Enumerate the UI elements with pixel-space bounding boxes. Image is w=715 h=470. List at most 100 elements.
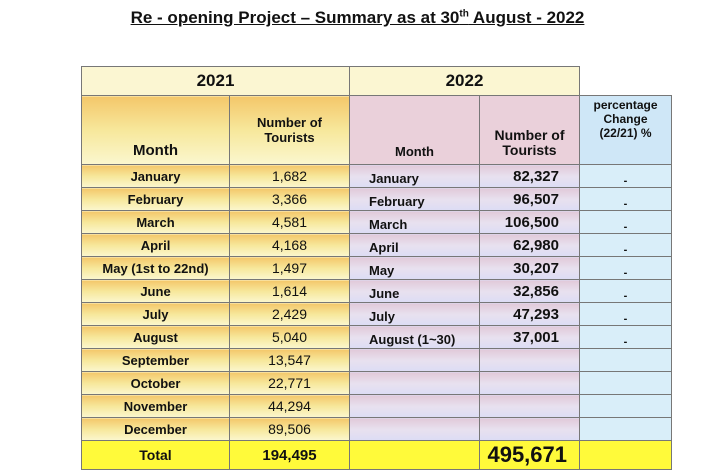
tourists-2021-cell: 5,040 [229, 325, 350, 349]
month-2021-cell: May (1st to 22nd) [81, 256, 230, 280]
table-row: January 1,682 January 82,327- [81, 164, 672, 188]
tourists-2022-cell [479, 371, 580, 395]
table-row: September 13,547 [81, 348, 672, 372]
percentage-change-cell: - [579, 233, 672, 257]
tourists-2021-header: Number of Tourists [229, 95, 350, 165]
tourists-2022-cell: 62,980 [479, 233, 580, 257]
tourists-2022-cell: 96,507 [479, 187, 580, 211]
table-row: August 5,040 August (1~30) 37,001- [81, 325, 672, 349]
month-2022-cell: January [349, 164, 480, 188]
tourists-2021-cell: 3,366 [229, 187, 350, 211]
tourists-2021-cell: 1,614 [229, 279, 350, 303]
table-row: February 3,366 February 96,507- [81, 187, 672, 211]
month-2021-cell: January [81, 164, 230, 188]
month-2021-cell: March [81, 210, 230, 234]
percentage-change-cell [579, 371, 672, 395]
total-label: Total [81, 440, 230, 470]
table-row: October 22,771 [81, 371, 672, 395]
percentage-change-cell [579, 417, 672, 441]
tourists-2021-cell: 4,168 [229, 233, 350, 257]
tourists-2021-cell: 4,581 [229, 210, 350, 234]
year-2022-header: 2022 [349, 66, 580, 96]
tourists-2021-cell: 22,771 [229, 371, 350, 395]
total-2022-blank [349, 440, 480, 470]
summary-table-wrapper: 2021 2022 Month Number of Tourists Month … [81, 66, 672, 470]
title-superscript: th [459, 8, 469, 20]
tourists-2022-header-line1: Number of [494, 127, 565, 143]
table-row: July 2,429 July 47,293- [81, 302, 672, 326]
tourists-2021-cell: 1,497 [229, 256, 350, 280]
month-2021-cell: September [81, 348, 230, 372]
title-tail: August - 2022 [468, 8, 585, 27]
tourists-2021-cell: 1,682 [229, 164, 350, 188]
tourists-2022-cell: 106,500 [479, 210, 580, 234]
month-2022-cell [349, 371, 480, 395]
tourists-2021-cell: 44,294 [229, 394, 350, 418]
month-2021-cell: June [81, 279, 230, 303]
tourists-2022-cell [479, 394, 580, 418]
table-row: November 44,294 [81, 394, 672, 418]
month-2022-cell: July [349, 302, 480, 326]
table-row: April 4,168 April 62,980- [81, 233, 672, 257]
month-2021-cell: August [81, 325, 230, 349]
month-2022-cell [349, 417, 480, 441]
month-2022-cell: April [349, 233, 480, 257]
tourists-2021-header-line2: Tourists [264, 130, 315, 145]
month-2021-cell: November [81, 394, 230, 418]
tourists-2022-cell: 47,293 [479, 302, 580, 326]
percentage-change-cell: - [579, 164, 672, 188]
percentage-change-cell: - [579, 302, 672, 326]
month-2022-cell [349, 348, 480, 372]
month-2021-header: Month [81, 95, 230, 165]
tourists-2022-cell: 37,001 [479, 325, 580, 349]
year-header-row: 2021 2022 [81, 66, 672, 96]
percentage-change-cell [579, 348, 672, 372]
tourists-2021-cell: 13,547 [229, 348, 350, 372]
table-row: December 89,506 [81, 417, 672, 441]
percentage-change-cell: - [579, 210, 672, 234]
pct-header-line3: (22/21) % [599, 126, 652, 140]
percentage-change-cell: - [579, 279, 672, 303]
tourists-2022-header-line2: Tourists [502, 142, 557, 158]
pct-header-line2: Change [603, 112, 648, 126]
total-2022-value: 495,671 [479, 440, 580, 470]
percentage-change-cell [579, 394, 672, 418]
tourists-2022-cell [479, 348, 580, 372]
tourists-2022-header: Number of Tourists [479, 95, 580, 165]
tourists-2022-cell: 32,856 [479, 279, 580, 303]
table-row: May (1st to 22nd) 1,497 May 30,207- [81, 256, 672, 280]
tourists-2022-cell [479, 417, 580, 441]
tourists-2022-cell: 82,327 [479, 164, 580, 188]
tourists-2022-cell: 30,207 [479, 256, 580, 280]
tourists-2021-cell: 89,506 [229, 417, 350, 441]
year-2021-header: 2021 [81, 66, 350, 96]
month-2021-cell: July [81, 302, 230, 326]
month-2021-cell: December [81, 417, 230, 441]
tourists-2021-cell: 2,429 [229, 302, 350, 326]
month-2021-cell: February [81, 187, 230, 211]
title-text: Re - opening Project – Summary as at 30 [130, 8, 460, 27]
month-2022-cell: May [349, 256, 480, 280]
month-2022-cell [349, 394, 480, 418]
summary-table: 2021 2022 Month Number of Tourists Month … [81, 66, 672, 470]
month-2022-cell: June [349, 279, 480, 303]
month-2022-cell: August (1~30) [349, 325, 480, 349]
total-row: Total 194,495 495,671 [81, 440, 672, 470]
month-2022-cell: March [349, 210, 480, 234]
percentage-change-cell: - [579, 325, 672, 349]
month-2022-header: Month [349, 95, 480, 165]
pct-header-line1: percentage [593, 98, 658, 112]
month-2022-cell: February [349, 187, 480, 211]
table-row: March 4,581 March 106,500- [81, 210, 672, 234]
month-2021-cell: April [81, 233, 230, 257]
percentage-change-cell: - [579, 256, 672, 280]
table-row: June 1,614 June 32,856- [81, 279, 672, 303]
total-2021-value: 194,495 [229, 440, 350, 470]
percentage-change-header: percentage Change (22/21) % [579, 95, 672, 165]
column-header-row: Month Number of Tourists Month Number of T… [81, 95, 672, 165]
page-title: Re - opening Project – Summary as at 30t… [0, 8, 715, 28]
tourists-2021-header-line1: Number of [257, 115, 322, 130]
year-header-blank [580, 67, 672, 96]
total-pct-blank [579, 440, 672, 470]
month-2021-cell: October [81, 371, 230, 395]
